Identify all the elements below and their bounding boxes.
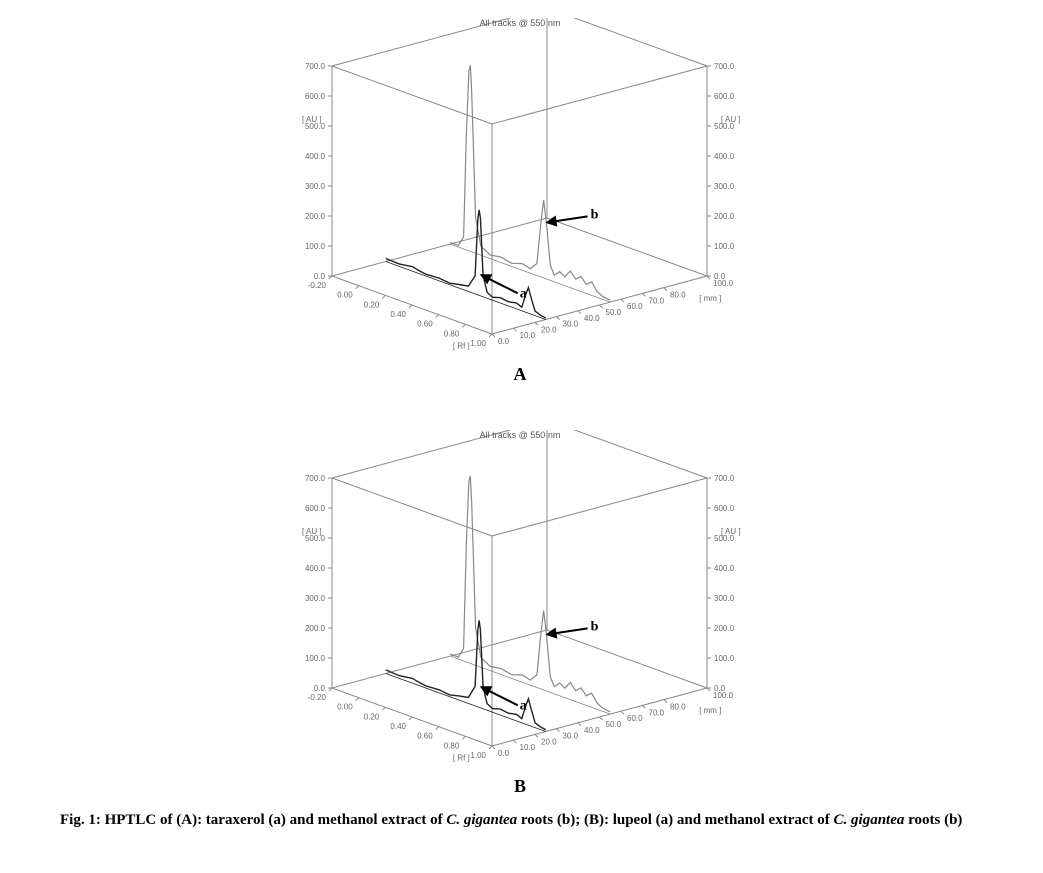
svg-text:0.80: 0.80: [444, 329, 460, 338]
svg-text:0.40: 0.40: [390, 310, 406, 319]
svg-text:100.0: 100.0: [305, 242, 326, 251]
svg-text:700.0: 700.0: [305, 62, 326, 71]
svg-text:0.0: 0.0: [498, 749, 510, 758]
svg-text:0.80: 0.80: [444, 741, 460, 750]
svg-text:700.0: 700.0: [714, 62, 735, 71]
svg-text:300.0: 300.0: [305, 594, 326, 603]
svg-text:[ Rf ]: [ Rf ]: [453, 341, 470, 350]
svg-text:b: b: [591, 207, 599, 222]
svg-text:200.0: 200.0: [714, 212, 735, 221]
svg-text:300.0: 300.0: [305, 182, 326, 191]
svg-text:50.0: 50.0: [606, 308, 622, 317]
svg-text:30.0: 30.0: [563, 320, 579, 329]
svg-text:20.0: 20.0: [541, 325, 557, 334]
svg-text:80.0: 80.0: [670, 703, 686, 712]
plot-svg-b: 0.0 0.0 100.0 100.0 200.0 200.0 300.0 300.0 400.…: [240, 430, 800, 770]
panel-a: All tracks @ 550 nm 0.0 0.0 100.0 100.0 200.…: [240, 18, 800, 388]
svg-text:600.0: 600.0: [305, 504, 326, 513]
svg-text:300.0: 300.0: [714, 594, 735, 603]
svg-text:100.0: 100.0: [714, 242, 735, 251]
svg-text:400.0: 400.0: [714, 564, 735, 573]
svg-text:a: a: [520, 698, 527, 713]
svg-text:400.0: 400.0: [305, 152, 326, 161]
svg-text:100.0: 100.0: [713, 691, 734, 700]
svg-text:10.0: 10.0: [520, 331, 536, 340]
svg-text:30.0: 30.0: [563, 732, 579, 741]
svg-text:[ AU ]: [ AU ]: [302, 527, 322, 536]
svg-text:600.0: 600.0: [714, 504, 735, 513]
figure-container: All tracks @ 550 nm 0.0 0.0 100.0 100.0 200.…: [0, 0, 1043, 873]
svg-text:80.0: 80.0: [670, 291, 686, 300]
svg-text:60.0: 60.0: [627, 302, 643, 311]
caption-middle: roots (b); (B): lupeol (a) and methanol …: [517, 812, 833, 828]
svg-text:40.0: 40.0: [584, 314, 600, 323]
svg-text:1.00: 1.00: [470, 339, 486, 348]
plot-svg-a: 0.0 0.0 100.0 100.0 200.0 200.0 300.0 300.0 400.…: [240, 18, 800, 358]
caption-species2: C. gigantea: [834, 812, 905, 828]
svg-text:200.0: 200.0: [305, 624, 326, 633]
svg-text:1.00: 1.00: [470, 751, 486, 760]
svg-text:[ Rf ]: [ Rf ]: [453, 753, 470, 762]
panel-letter-b: B: [240, 776, 800, 797]
svg-text:0.60: 0.60: [417, 732, 433, 741]
svg-text:200.0: 200.0: [714, 624, 735, 633]
svg-text:300.0: 300.0: [714, 182, 735, 191]
svg-text:b: b: [591, 619, 599, 634]
svg-text:0.00: 0.00: [337, 703, 353, 712]
svg-text:700.0: 700.0: [305, 474, 326, 483]
svg-text:0.40: 0.40: [390, 722, 406, 731]
svg-text:40.0: 40.0: [584, 726, 600, 735]
caption-suffix: roots (b): [904, 812, 962, 828]
svg-text:[ mm ]: [ mm ]: [699, 706, 721, 715]
svg-text:0.00: 0.00: [337, 291, 353, 300]
svg-text:0.20: 0.20: [364, 300, 380, 309]
svg-text:600.0: 600.0: [305, 92, 326, 101]
svg-text:100.0: 100.0: [713, 279, 734, 288]
svg-text:[ mm ]: [ mm ]: [699, 294, 721, 303]
plot-title-a: All tracks @ 550 nm: [240, 18, 800, 28]
svg-text:[ AU ]: [ AU ]: [721, 115, 741, 124]
svg-text:400.0: 400.0: [714, 152, 735, 161]
svg-text:200.0: 200.0: [305, 212, 326, 221]
svg-text:a: a: [520, 286, 527, 301]
svg-text:0.0: 0.0: [314, 684, 326, 693]
svg-text:70.0: 70.0: [649, 296, 665, 305]
svg-text:[ AU ]: [ AU ]: [302, 115, 322, 124]
svg-text:400.0: 400.0: [305, 564, 326, 573]
svg-text:10.0: 10.0: [520, 743, 536, 752]
panel-b: All tracks @ 550 nm 0.0 0.0 100.0 100.0 200.…: [240, 430, 800, 800]
caption-prefix: Fig. 1: HPTLC of (A): taraxerol (a) and …: [60, 812, 446, 828]
svg-text:0.0: 0.0: [498, 337, 510, 346]
svg-text:50.0: 50.0: [606, 720, 622, 729]
svg-text:0.60: 0.60: [417, 320, 433, 329]
svg-text:70.0: 70.0: [649, 708, 665, 717]
panel-letter-a: A: [240, 364, 800, 385]
svg-text:100.0: 100.0: [714, 654, 735, 663]
svg-text:-0.20: -0.20: [308, 693, 327, 702]
figure-caption: Fig. 1: HPTLC of (A): taraxerol (a) and …: [60, 810, 983, 830]
plot-title-b: All tracks @ 550 nm: [240, 430, 800, 440]
svg-text:-0.20: -0.20: [308, 281, 327, 290]
svg-text:700.0: 700.0: [714, 474, 735, 483]
caption-species1: C. gigantea: [446, 812, 517, 828]
svg-text:100.0: 100.0: [305, 654, 326, 663]
svg-text:60.0: 60.0: [627, 714, 643, 723]
svg-text:20.0: 20.0: [541, 737, 557, 746]
svg-text:0.20: 0.20: [364, 712, 380, 721]
svg-text:600.0: 600.0: [714, 92, 735, 101]
svg-text:[ AU ]: [ AU ]: [721, 527, 741, 536]
svg-text:0.0: 0.0: [314, 272, 326, 281]
